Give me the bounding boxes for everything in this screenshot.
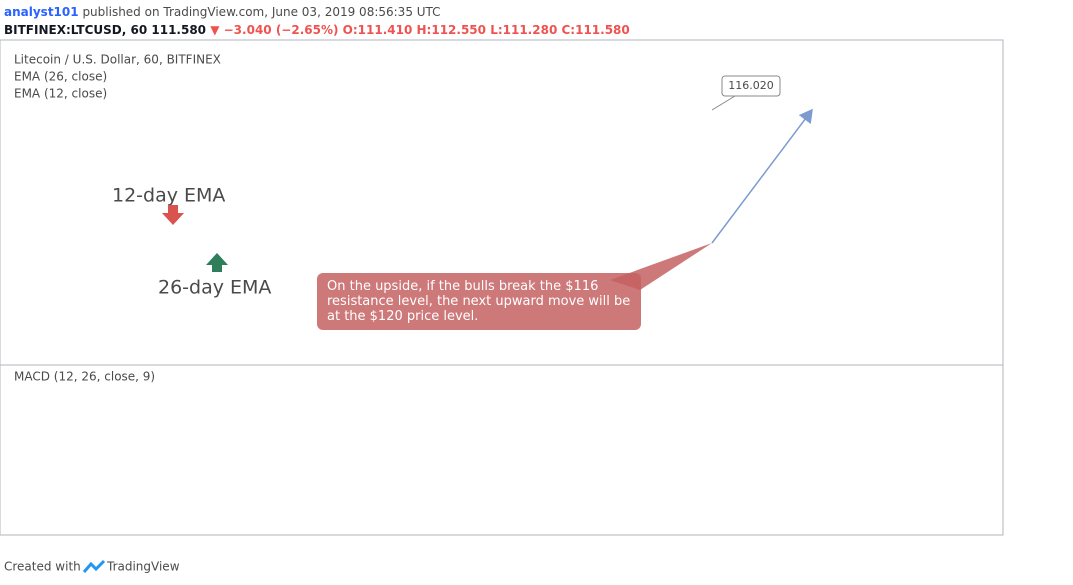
note: On the upside, if the bulls break the $1…: [317, 273, 641, 330]
ohlc: L:111.280: [490, 23, 557, 37]
publisher: analyst101: [4, 5, 79, 19]
projection-arrow: [711, 108, 813, 244]
callout: 116.020: [728, 79, 774, 92]
footer-text: Created with: [4, 560, 81, 574]
up-arrow: [206, 253, 228, 272]
callout-box: [721, 75, 781, 97]
footer-brand: TradingView: [106, 560, 180, 574]
symbol-line: BITFINEX:LTCUSD, 60 111.580 ▼ −3.040 (−2…: [4, 23, 630, 37]
ohlc: O:111.410: [343, 23, 413, 37]
plot-frame: [0, 39, 1004, 536]
chart-title: Litecoin / U.S. Dollar, 60, BITFINEX: [14, 53, 221, 67]
ohlc: H:112.550: [417, 23, 487, 37]
annotation: 12-day EMA: [112, 185, 225, 207]
symbol: BITFINEX:LTCUSD, 60: [4, 23, 147, 37]
legend-entry: EMA (12, close): [14, 87, 107, 101]
change: ▼ −3.040 (−2.65%): [210, 23, 338, 37]
last: 111.580: [151, 23, 206, 37]
ohlc: C:111.580: [561, 23, 629, 37]
annotation: 26-day EMA: [158, 277, 271, 299]
down-arrow: [162, 205, 184, 225]
published: published on TradingView.com, June 03, 2…: [82, 5, 440, 19]
macd-title: MACD (12, 26, close, 9): [14, 370, 155, 384]
logo: [82, 559, 106, 573]
legend-entry: EMA (26, close): [14, 70, 107, 84]
callout-pointer: [711, 95, 736, 111]
header-line: analyst101 published on TradingView.com,…: [4, 5, 441, 19]
